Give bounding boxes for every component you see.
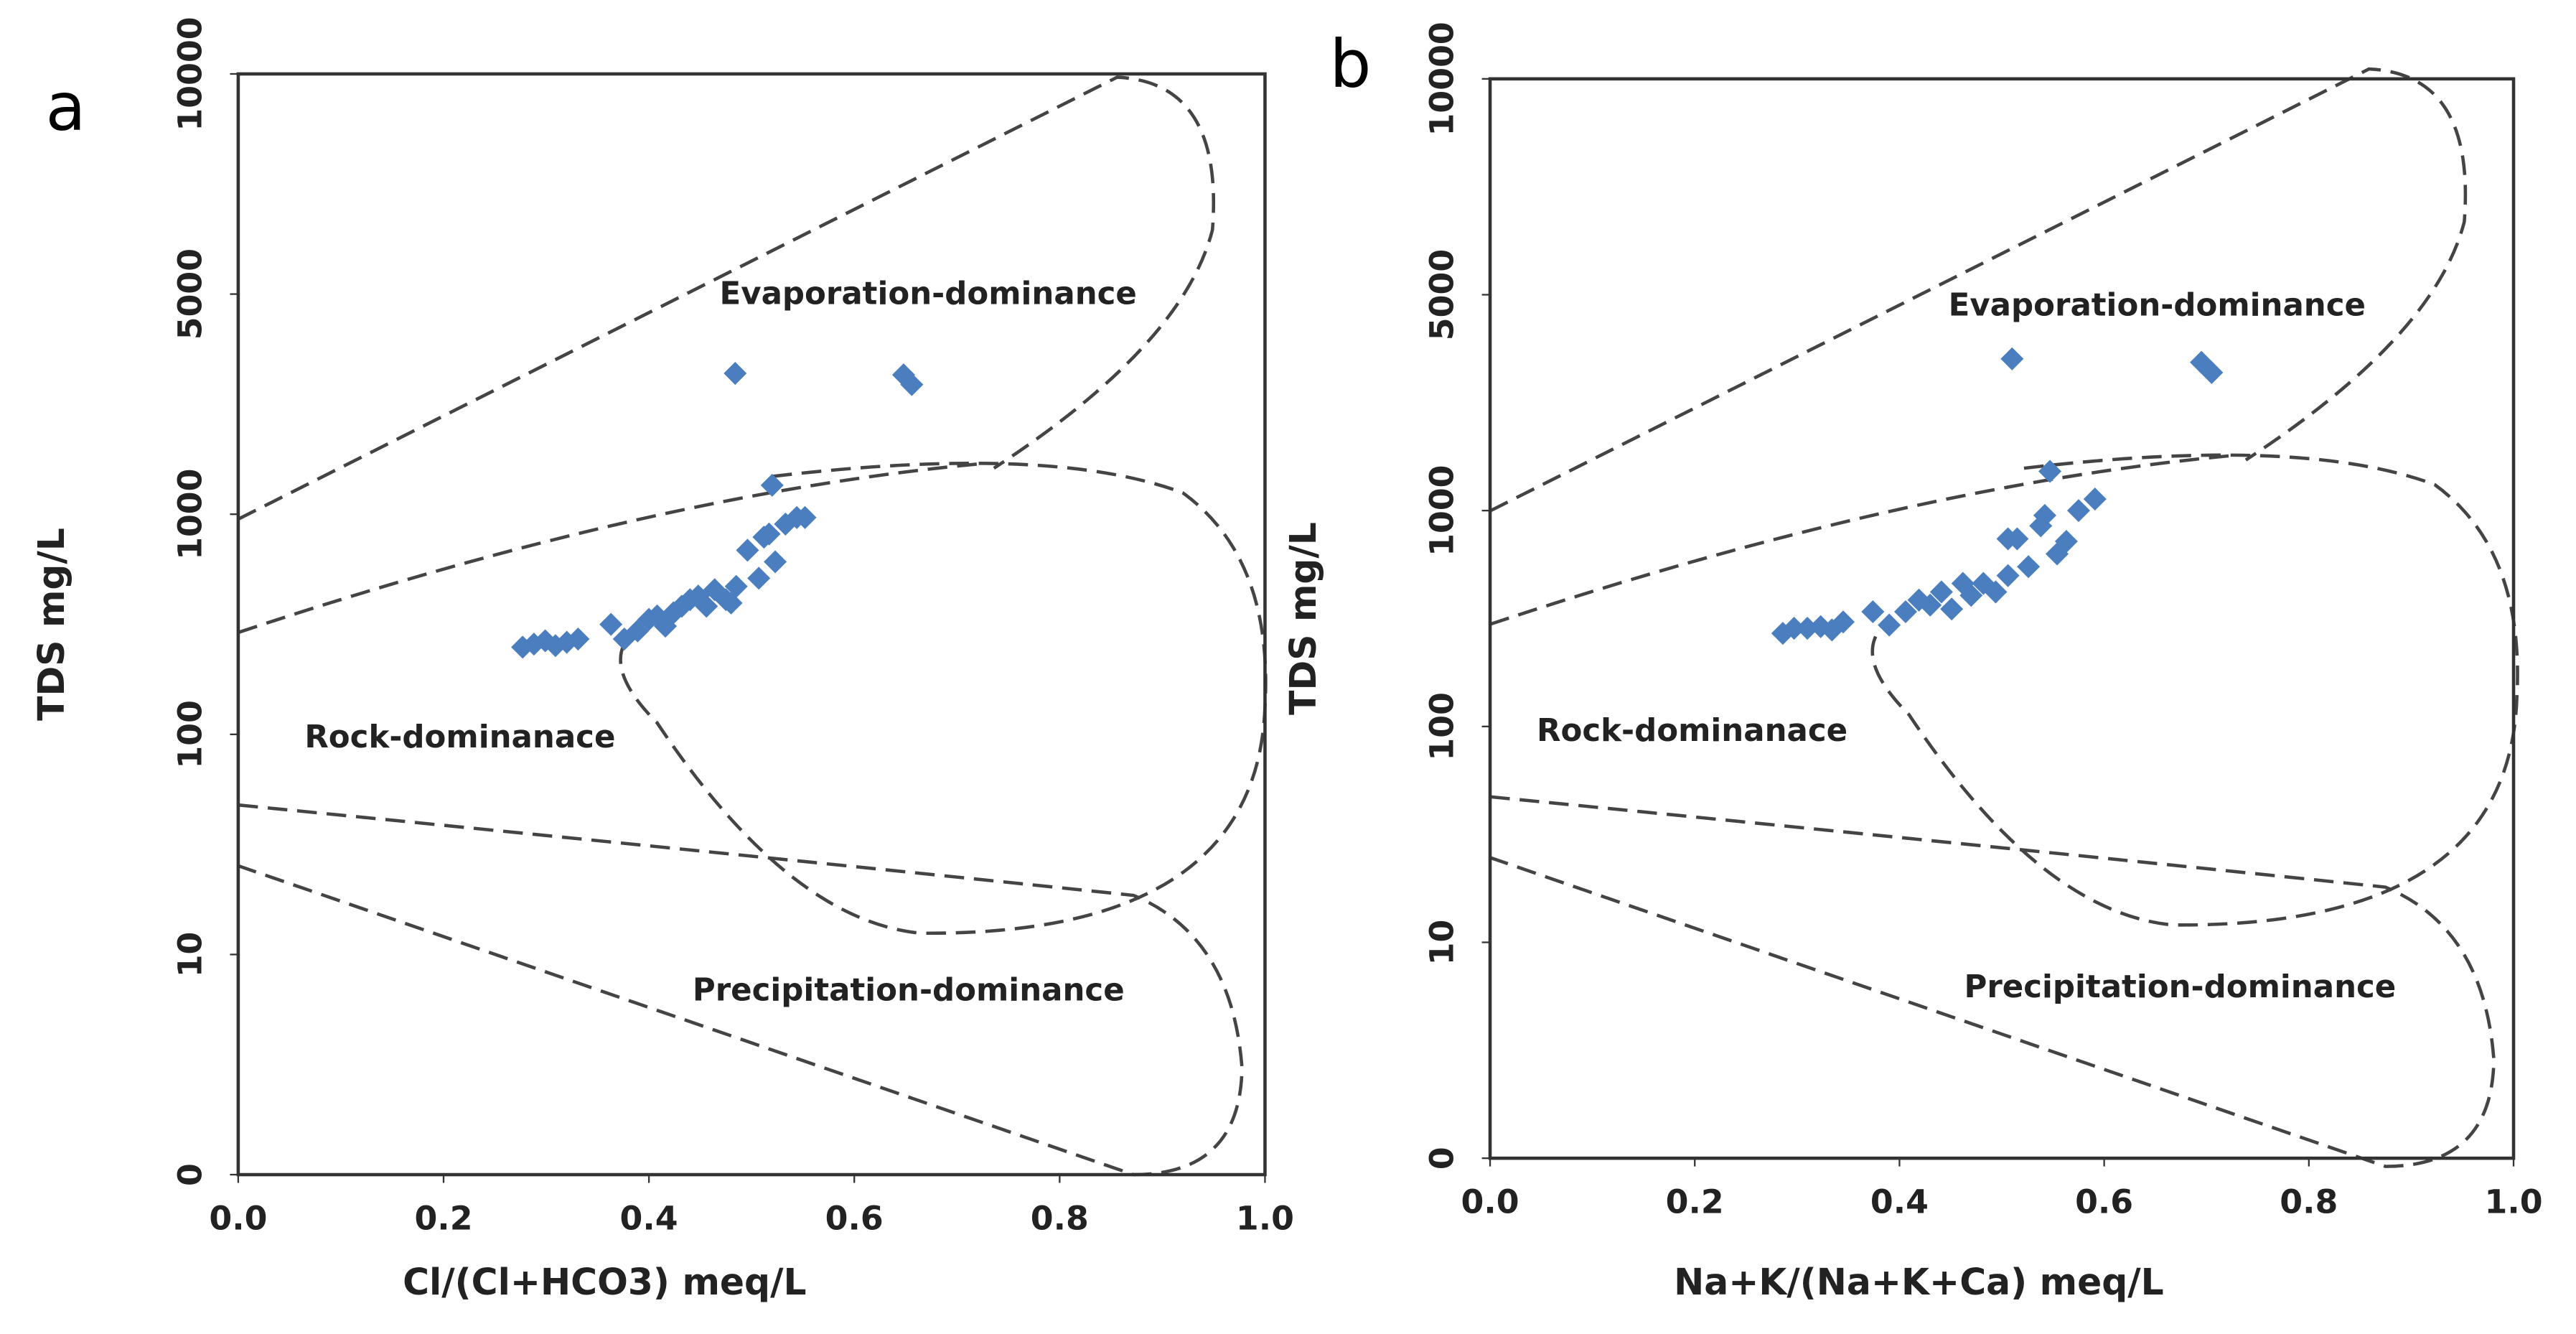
x-tick-label: 0.0 [209,1200,267,1238]
x-tick-label: 0.8 [1031,1200,1089,1238]
data-point [2200,360,2224,384]
data-point [764,550,787,574]
y-tick-label: 100 [171,700,209,769]
region-label: Rock-dominanace [304,719,615,755]
data-point [1996,564,2020,587]
y-tick-label: 10000 [1423,22,1461,136]
y-tick-label: 10 [171,932,209,978]
y-tick-label: 100 [1423,692,1461,761]
precipitation-boundary [238,803,1244,1177]
data-point [1996,527,2020,551]
plot-frame [1488,77,2516,1160]
region-label: Precipitation-dominance [693,973,1125,1009]
y-tick-label: 5000 [171,248,209,340]
x-tick-label: 0.8 [2280,1183,2338,1221]
y-axis-label: TDS mg/L [30,528,72,721]
panel-label: a [46,68,86,145]
x-tick-label: 0.2 [414,1200,472,1238]
data-point [2066,499,2090,523]
x-tick-label: 0.6 [825,1200,884,1238]
data-point [2033,503,2056,527]
data-point [2000,347,2024,370]
y-axis-label: TDS mg/L [1282,522,1324,715]
y-tick-label: 5000 [1423,249,1461,340]
data-point [1796,617,1819,640]
region-label: Evaporation-dominance [1949,287,2366,323]
x-axis-label: Cl/(Cl+HCO3) meq/L [403,1261,806,1303]
evaporation-lower-boundary [238,461,986,635]
x-tick-label: 0.6 [2075,1183,2133,1221]
plot-frame [236,72,1267,1177]
y-tick-label: 1000 [1423,465,1461,556]
x-tick-label: 0.0 [1461,1183,1519,1221]
x-tick-label: 0.4 [620,1200,678,1238]
y-tick-label: 10000 [171,17,209,131]
data-point [1861,600,1885,624]
boundary-curves-b [1489,67,2519,1168]
evaporation-boundary [1489,67,2468,513]
data-point [752,526,776,549]
x-tick-label: 0.2 [1666,1183,1724,1221]
data-point [1929,580,1953,604]
data-point [891,363,915,387]
x-tick-label: 0.4 [1870,1183,1929,1221]
data-point [719,591,743,615]
data-point [1984,580,2008,604]
x-tick-label: 1.0 [2484,1183,2542,1221]
x-axis-label: Na+K/(Na+K+Ca) meq/L [1674,1261,2164,1303]
data-point [2017,555,2041,579]
data-point [747,566,771,590]
panel-label: b [1329,26,1371,103]
data-point [2038,460,2062,483]
y-tick-label: 10 [1423,920,1461,966]
rock-boundary [619,461,1268,935]
region-label: Evaporation-dominance [720,276,1137,312]
y-tick-label: 1000 [171,469,209,560]
data-point [1893,600,1918,624]
data-point [723,362,747,386]
data-point [1878,613,1901,637]
region-label: Rock-dominanace [1537,713,1847,749]
data-point [1831,610,1855,634]
y-tick-label: 0 [171,1163,209,1186]
data-point [599,612,623,636]
rock-boundary [1870,453,2519,927]
region-label: Precipitation-dominance [1964,969,2396,1005]
boundary-curves-a [237,75,1268,1177]
data-point [900,373,924,396]
x-tick-label: 1.0 [1236,1200,1294,1238]
precipitation-boundary [1489,795,2496,1168]
data-point [1782,617,1806,640]
evaporation-boundary [237,75,1216,521]
y-tick-label: 0 [1423,1147,1461,1170]
data-point [736,538,759,562]
evaporation-lower-boundary [1489,453,2238,626]
data-point [2083,488,2107,511]
